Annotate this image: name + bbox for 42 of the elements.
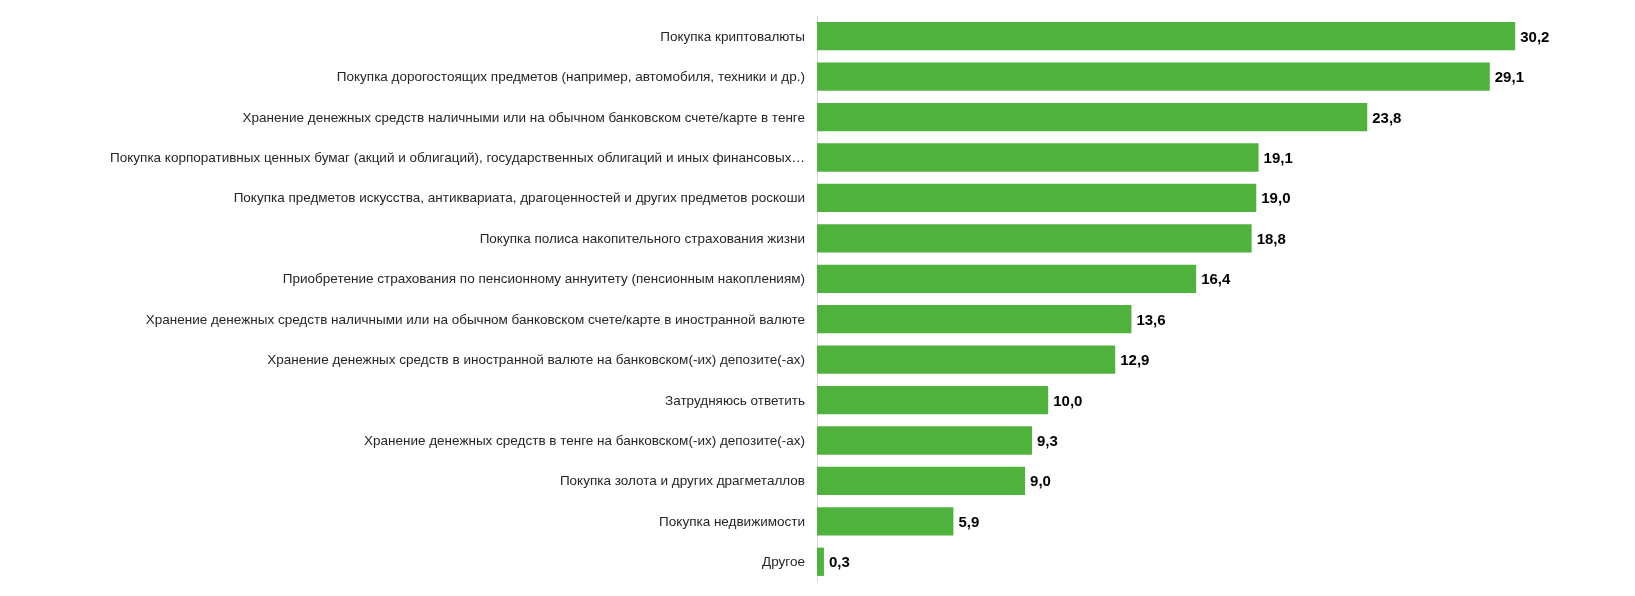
data-label: 9,0 [1030,472,1051,490]
bar [817,547,824,576]
data-label: 0,3 [828,553,850,571]
data-label: 13,6 [1136,310,1166,328]
data-label: 12,9 [1120,351,1150,369]
y-tick-label: Покупка недвижимости [659,513,805,529]
data-label: 16,4 [1201,270,1232,288]
y-tick-label: Покупка дорогостоящих предметов (например, автомобиля, техники и др.) [336,69,805,85]
bar [817,345,1116,374]
y-tick-label: Хранение денежных средств в иностранной валюте на банковском(-их) депозите(-ах) [267,352,805,368]
y-tick-label: Покупка золота и других драгметаллов [559,473,805,489]
data-label: 19,0 [1261,189,1291,207]
bar [817,507,954,536]
bar [817,183,1257,213]
y-tick-label: Покупка криптовалюты [660,28,805,44]
bar [817,466,1026,496]
data-label: 5,9 [958,512,980,530]
y-tick-label: Хранение денежных средств в тенге на банковском(-их) депозите(-ах) [363,433,805,448]
bar [817,62,1490,91]
y-tick-label: Покупка полиса накопительного страхования жизни [479,230,805,246]
data-label: 10,0 [1053,391,1083,409]
y-tick-label: Хранение денежных средств наличными или на обычном банковском счете/карте в иностранной валюте [145,311,805,327]
bar [817,426,1033,455]
y-tick-label: Приобретение страхования по пенсионному аннуитету (пенсионным накоплениям) [282,271,805,287]
bar [817,224,1252,253]
bar [817,264,1197,293]
y-tick-label: Покупка предметов искусства, антиквариата, драгоценностей и других предметов роскоши [233,190,805,206]
bar [817,385,1049,415]
data-label: 29,1 [1494,68,1524,86]
bar [817,102,1368,132]
bar [817,22,1516,51]
data-label: 19,1 [1263,149,1293,166]
data-label: 23,8 [1372,108,1402,126]
y-tick-label: Хранение денежных средств наличными или на обычном банковском счете/карте в тенге [242,109,805,125]
data-label: 9,3 [1037,432,1058,449]
y-tick-label: Покупка корпоративных ценных бумаг (акций и облигаций), государственных облигаций и иных финансовых… [110,150,805,165]
bar [817,143,1259,172]
data-label: 18,8 [1256,229,1286,247]
y-tick-label: Затрудняюсь ответить [665,392,805,408]
data-label: 30,2 [1520,27,1550,45]
bar [817,305,1132,334]
y-tick-label: Другое [762,554,805,570]
